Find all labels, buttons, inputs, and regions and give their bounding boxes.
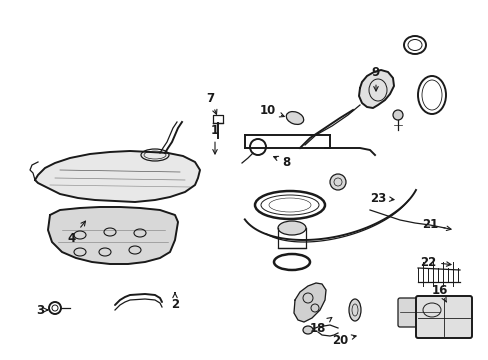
FancyBboxPatch shape bbox=[397, 298, 441, 327]
Text: 6: 6 bbox=[0, 359, 1, 360]
Text: 14: 14 bbox=[0, 359, 1, 360]
Polygon shape bbox=[35, 151, 200, 202]
Text: 3: 3 bbox=[36, 303, 48, 316]
Text: 13: 13 bbox=[0, 359, 1, 360]
Circle shape bbox=[392, 110, 402, 120]
Polygon shape bbox=[48, 207, 178, 264]
Text: 22: 22 bbox=[419, 256, 450, 269]
Ellipse shape bbox=[285, 112, 303, 125]
Ellipse shape bbox=[348, 299, 360, 321]
Polygon shape bbox=[358, 70, 393, 108]
Text: 16: 16 bbox=[431, 284, 447, 302]
Text: 9: 9 bbox=[371, 67, 379, 91]
Ellipse shape bbox=[303, 326, 312, 334]
Text: 20: 20 bbox=[331, 333, 355, 346]
Polygon shape bbox=[293, 283, 325, 322]
Text: 10: 10 bbox=[259, 104, 284, 117]
Text: 12: 12 bbox=[0, 359, 1, 360]
Circle shape bbox=[329, 174, 346, 190]
Text: 18: 18 bbox=[309, 318, 331, 334]
Text: 7: 7 bbox=[205, 91, 217, 114]
Text: 2: 2 bbox=[171, 293, 179, 311]
Text: 11: 11 bbox=[0, 359, 1, 360]
FancyBboxPatch shape bbox=[415, 296, 471, 338]
Text: 15: 15 bbox=[0, 359, 1, 360]
Text: 17: 17 bbox=[0, 359, 1, 360]
Text: 23: 23 bbox=[369, 192, 393, 204]
Ellipse shape bbox=[278, 221, 305, 235]
Text: 4: 4 bbox=[68, 221, 85, 244]
Text: 8: 8 bbox=[273, 156, 289, 168]
Text: 21: 21 bbox=[421, 219, 450, 231]
Text: 1: 1 bbox=[210, 123, 219, 154]
Text: 19: 19 bbox=[0, 359, 1, 360]
